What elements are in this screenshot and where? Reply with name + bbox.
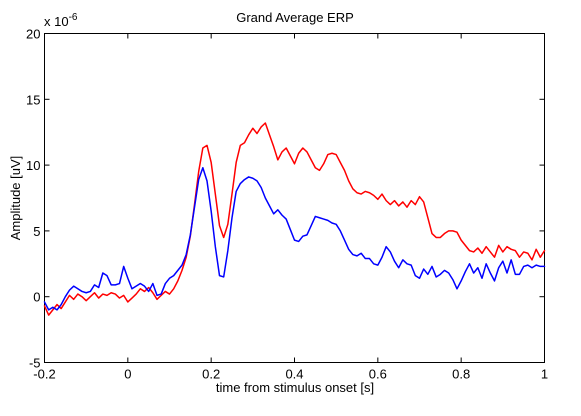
y-tick-label: 10: [26, 158, 40, 173]
y-axis-ticks: -5 0 5 10 15 20: [26, 27, 545, 371]
y-tick-label: 15: [26, 92, 40, 107]
y-tick-label: 5: [33, 224, 40, 239]
series-lines: [43, 122, 546, 316]
x-tick-label: 0.8: [452, 367, 470, 382]
y-multiplier-text: x 10: [44, 14, 69, 29]
x-tick-label: 0.2: [202, 367, 220, 382]
y-tick-label: -5: [29, 356, 41, 371]
y-axis-label: Amplitude [uV]: [8, 156, 23, 241]
y-tick-label: 20: [26, 27, 40, 42]
chart-title: Grand Average ERP: [236, 10, 354, 25]
x-tick-label: 0.4: [285, 367, 303, 382]
series-line-1: [43, 122, 546, 316]
x-axis-label: time from stimulus onset [s]: [216, 380, 374, 395]
x-tick-label: 0.6: [369, 367, 387, 382]
y-tick-label: 0: [33, 290, 40, 305]
svg-text:x 10-6: x 10-6: [44, 12, 78, 29]
x-tick-label: 0: [124, 367, 131, 382]
x-axis-ticks: -0.2 0 0.2 0.4 0.6 0.8 1: [33, 33, 548, 382]
x-tick-label: 1: [541, 367, 548, 382]
y-multiplier-exponent: -6: [69, 12, 78, 23]
x-tick-label: -0.2: [33, 367, 55, 382]
series-line-2: [43, 166, 546, 311]
y-axis-multiplier: x 10-6: [44, 12, 78, 29]
plot-area-frame: [44, 33, 545, 363]
